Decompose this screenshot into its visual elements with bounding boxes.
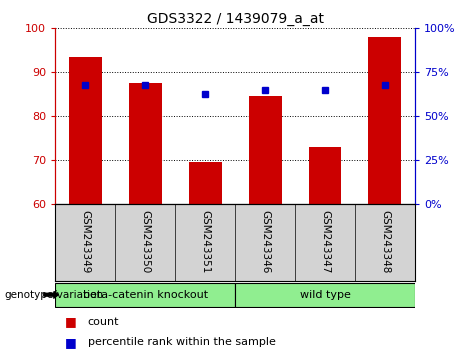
Text: ■: ■ bbox=[65, 315, 76, 328]
Text: ■: ■ bbox=[65, 336, 76, 349]
Text: GSM243346: GSM243346 bbox=[260, 210, 270, 273]
Title: GDS3322 / 1439079_a_at: GDS3322 / 1439079_a_at bbox=[147, 12, 324, 26]
Text: count: count bbox=[88, 317, 119, 327]
FancyBboxPatch shape bbox=[235, 283, 415, 307]
Bar bbox=[129, 83, 162, 204]
Bar bbox=[248, 96, 282, 204]
Text: GSM243348: GSM243348 bbox=[380, 210, 390, 273]
Text: GSM243350: GSM243350 bbox=[140, 210, 150, 273]
Text: genotype/variation: genotype/variation bbox=[5, 290, 104, 300]
Text: percentile rank within the sample: percentile rank within the sample bbox=[88, 337, 276, 348]
Bar bbox=[308, 147, 342, 204]
Text: beta-catenin knockout: beta-catenin knockout bbox=[83, 290, 208, 300]
Bar bbox=[69, 57, 102, 204]
Text: wild type: wild type bbox=[300, 290, 350, 300]
Text: GSM243349: GSM243349 bbox=[80, 210, 90, 273]
Text: GSM243351: GSM243351 bbox=[200, 210, 210, 273]
Bar bbox=[368, 37, 402, 204]
Text: GSM243347: GSM243347 bbox=[320, 210, 330, 273]
FancyBboxPatch shape bbox=[55, 283, 235, 307]
Bar bbox=[189, 162, 222, 204]
